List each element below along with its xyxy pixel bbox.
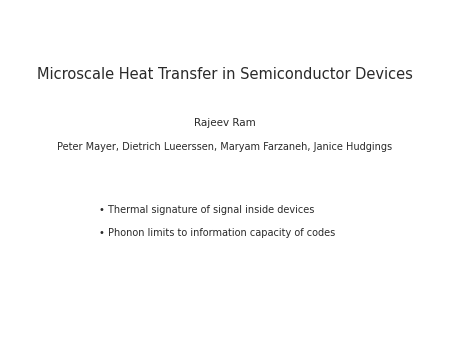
Text: Rajeev Ram: Rajeev Ram: [194, 118, 256, 128]
Text: Microscale Heat Transfer in Semiconductor Devices: Microscale Heat Transfer in Semiconducto…: [37, 67, 413, 82]
Text: • Thermal signature of signal inside devices: • Thermal signature of signal inside dev…: [99, 204, 315, 215]
Text: Peter Mayer, Dietrich Lueerssen, Maryam Farzaneh, Janice Hudgings: Peter Mayer, Dietrich Lueerssen, Maryam …: [58, 142, 392, 152]
Text: • Phonon limits to information capacity of codes: • Phonon limits to information capacity …: [99, 228, 335, 238]
